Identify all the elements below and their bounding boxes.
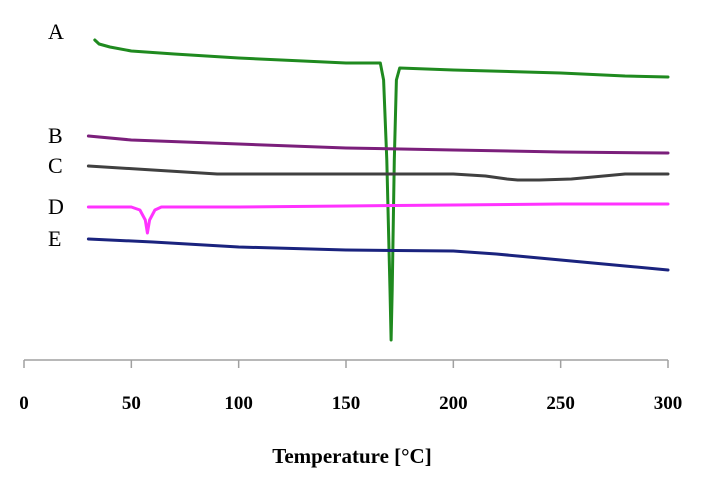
series-label-b: B: [48, 123, 63, 148]
series-label-d: D: [48, 194, 64, 219]
series-line-e: [86, 237, 670, 272]
x-tick-label: 100: [224, 393, 253, 414]
series-line-d: [86, 202, 670, 235]
x-tick-label: 200: [439, 393, 468, 414]
series-label-a: A: [48, 19, 64, 44]
series-line-c: [86, 164, 670, 182]
series-line-a: [93, 38, 670, 342]
series-label-e: E: [48, 226, 61, 251]
x-tick-label: 150: [332, 393, 361, 414]
x-axis-title: Temperature [°C]: [272, 444, 431, 468]
series-label-c: C: [48, 153, 63, 178]
x-tick-label: 0: [19, 393, 29, 414]
x-tick-layer: 0 50 100 150 200 250 300: [19, 360, 682, 414]
x-tick-label: 250: [546, 393, 575, 414]
x-tick-label: 50: [122, 393, 141, 414]
series-line-b: [86, 134, 670, 155]
x-tick-label: 300: [654, 393, 683, 414]
series-layer: [86, 38, 670, 342]
